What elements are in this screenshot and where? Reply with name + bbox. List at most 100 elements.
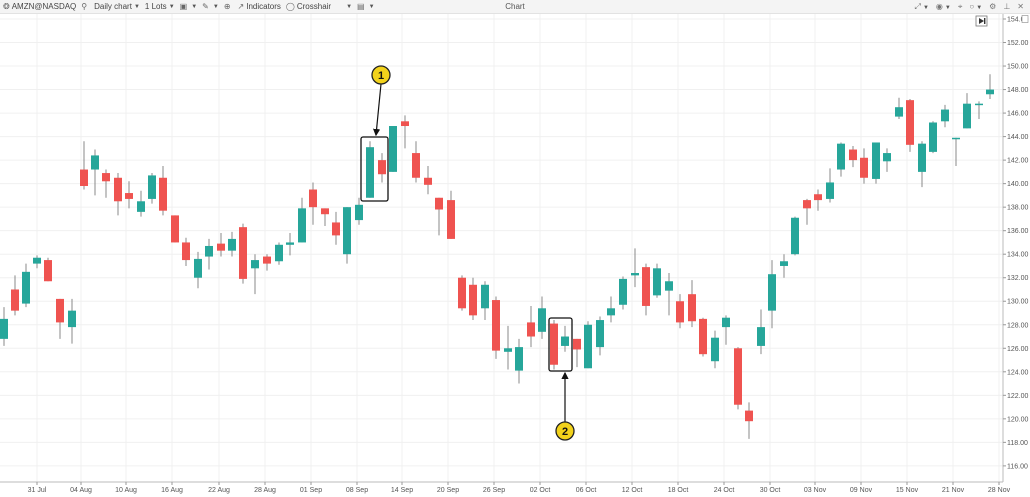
date-tick-label: 03 Nov	[804, 487, 827, 494]
date-tick-label: 28 Aug	[254, 487, 276, 494]
candle	[952, 137, 960, 166]
candle	[251, 254, 259, 295]
date-tick-label: 04 Aug	[70, 487, 92, 494]
chevron-down-icon: ▼	[368, 3, 375, 10]
candle	[883, 148, 891, 172]
settings-icon[interactable]: ⚙	[989, 2, 997, 11]
price-tick-label: 132.00	[1007, 275, 1029, 282]
time-axis[interactable]: 31 Jul 04 Aug 10 Aug 16 Aug 22 Aug 28 Aug 01 S…	[0, 481, 1011, 494]
annotation-number: 2	[562, 426, 568, 438]
layout-dropdown[interactable]: ▤ ▼	[357, 1, 375, 11]
price-tick-label: 120.00	[1007, 416, 1029, 423]
expand-icon[interactable]: ⤢ ▼	[914, 1, 929, 11]
candle	[412, 141, 420, 183]
price-tick-label: 142.00	[1007, 158, 1029, 165]
candle	[91, 149, 99, 196]
candlestick-chart[interactable]: 12 154.00152.00150.00148.00146.00144.001…	[0, 14, 1030, 497]
circle-icon[interactable]: ○ ▼	[969, 2, 983, 11]
date-tick-label: 18 Oct	[668, 487, 689, 494]
candle	[941, 104, 949, 128]
candle	[194, 251, 202, 289]
candle	[447, 190, 455, 239]
candle	[515, 338, 523, 384]
date-tick-label: 24 Oct	[714, 487, 735, 494]
lots-label: 1 Lots	[144, 2, 167, 11]
symbol-selector[interactable]: ❂ AMZN@NASDAQ	[3, 2, 76, 11]
date-tick-label: 16 Aug	[161, 487, 183, 494]
candle	[745, 402, 753, 439]
candle	[332, 211, 340, 245]
candle	[239, 223, 247, 284]
candle	[504, 325, 512, 370]
zoom-button[interactable]: ⊕	[224, 2, 233, 11]
candle	[355, 197, 363, 225]
indicators-icon: ↗	[237, 1, 245, 11]
crosshair-icon: ◯	[285, 1, 295, 11]
window-controls: ⤢ ▼ ◉ ▼ ⌖ ○ ▼ ⚙ ⊥ ✕	[915, 0, 1024, 13]
candle	[826, 168, 834, 203]
annotation-number: 1	[378, 70, 384, 82]
candle	[814, 189, 822, 211]
price-tick-label: 150.00	[1007, 64, 1029, 71]
lots-dropdown[interactable]: 1 Lots ▼	[145, 2, 175, 11]
candle	[469, 277, 477, 321]
candle	[849, 146, 857, 168]
price-axis[interactable]: 154.00 152.00 150.00 148.00 146.00 144.00 142.…	[1002, 14, 1029, 482]
candle	[872, 142, 880, 184]
date-tick-label: 08 Sep	[346, 487, 368, 494]
scroll-end-icon	[979, 18, 984, 24]
more-dropdown[interactable]: ▼	[344, 4, 352, 10]
candle	[125, 181, 133, 209]
annotations: 12	[360, 65, 575, 441]
camera-icon[interactable]: ◉ ▼	[935, 2, 951, 11]
indicators-button[interactable]: ↗ Indicators	[238, 2, 281, 11]
drawing-tools-dropdown[interactable]: ✎ ▼	[202, 2, 219, 11]
candle	[275, 242, 283, 265]
chart-title-container: Chart	[0, 2, 1030, 11]
candle	[114, 173, 122, 216]
timeframe-dropdown[interactable]: Daily chart ▼	[94, 2, 140, 11]
chevron-down-icon: ▼	[168, 3, 175, 10]
price-tick-label: 140.00	[1007, 181, 1029, 188]
chevron-down-icon: ▼	[191, 3, 198, 10]
price-tick-label: 116.00	[1007, 463, 1028, 470]
date-tick-label: 06 Oct	[576, 487, 597, 494]
fullscreen-icon[interactable]: ⌖	[957, 1, 963, 11]
candle	[148, 173, 156, 204]
crosshair-label: Crosshair	[296, 2, 332, 11]
candles	[0, 74, 994, 439]
grid-lines	[0, 14, 1003, 482]
pin-icon[interactable]: ⊥	[1003, 2, 1011, 11]
date-tick-label: 01 Sep	[300, 487, 322, 494]
candle	[205, 238, 213, 270]
candle	[137, 190, 145, 217]
scroll-to-latest-button[interactable]	[975, 15, 988, 27]
candle	[607, 296, 615, 323]
candle	[435, 197, 443, 236]
search-icon: ⚲	[81, 1, 88, 11]
date-tick-label: 26 Sep	[483, 487, 505, 494]
chart-type-dropdown[interactable]: ▣ ▼	[180, 2, 198, 11]
annotation-2: 2	[548, 317, 575, 441]
candle	[642, 263, 650, 316]
price-tick-label: 130.00	[1007, 299, 1029, 306]
chevron-down-icon: ▼	[133, 3, 140, 10]
search-button[interactable]: ⚲	[81, 1, 89, 11]
candle	[492, 296, 500, 359]
date-tick-label: 22 Aug	[208, 487, 230, 494]
candle	[80, 141, 88, 190]
candle	[734, 347, 742, 410]
candle	[527, 305, 535, 348]
date-tick-label: 10 Aug	[115, 487, 137, 494]
chart-title: Chart	[505, 2, 525, 11]
price-tick-label: 136.00	[1007, 228, 1029, 235]
date-tick-label: 28 Nov	[988, 487, 1011, 494]
date-tick-label: 12 Oct	[622, 487, 643, 494]
candle	[653, 263, 661, 298]
candle	[918, 141, 926, 188]
close-icon[interactable]: ✕	[1017, 2, 1024, 11]
candle	[975, 101, 983, 119]
layout-icon: ▤	[357, 1, 365, 11]
crosshair-button[interactable]: ◯ Crosshair	[286, 2, 331, 11]
price-tick-label: 124.00	[1007, 369, 1029, 376]
